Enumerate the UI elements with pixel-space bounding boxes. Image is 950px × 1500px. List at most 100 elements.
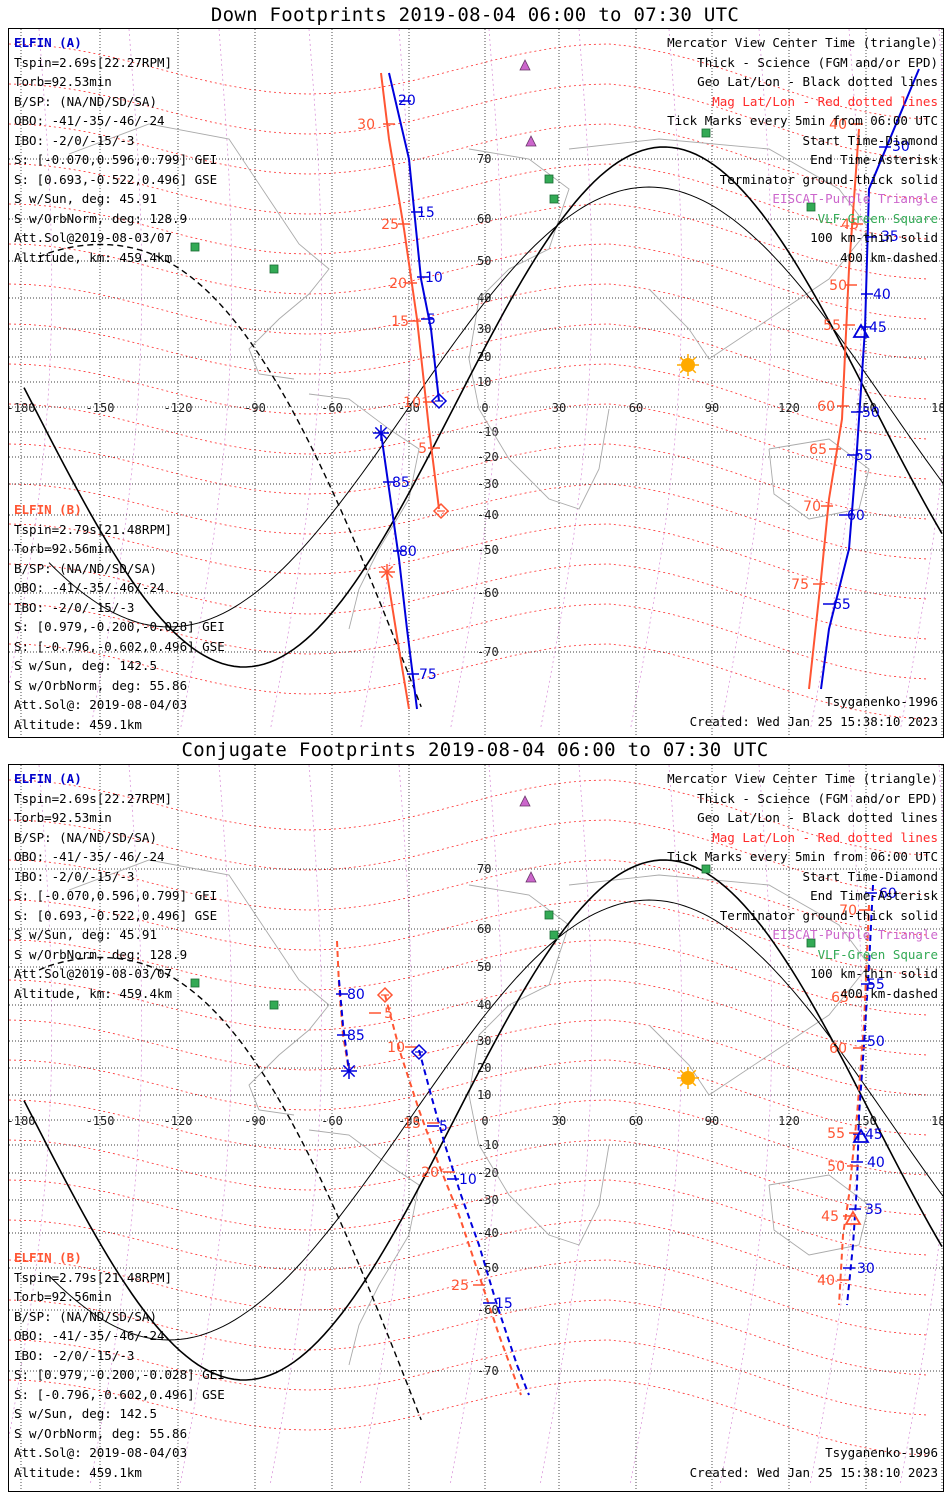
elfin-a-line: OBO: -41/-35/-46/-24 [14, 113, 165, 128]
mag-lat-line [9, 1219, 930, 1296]
elfin-a-info: ELFIN (A) Tspin=2.69s[22.27RPM] Torb=92.… [14, 769, 217, 1003]
elfin-a-line: Att.Sol@2019-08-03/07 [14, 230, 173, 245]
coastline [308, 393, 420, 630]
elfin-b-line: Torb=92.56min [14, 541, 112, 556]
center-triangle-icon [852, 323, 870, 338]
elfin-b-line: S: [0.979,-0.200,-0.028] GEI [14, 619, 225, 634]
mag-lat-line [9, 483, 930, 560]
track-time-label: 20 [398, 93, 416, 109]
elfin-b-line: OBO: -41/-35/-46/-24 [14, 580, 165, 595]
lat-tick-label: -70 [477, 1364, 499, 1378]
legend-line: Geo Lat/Lon - Black dotted lines [697, 810, 938, 825]
lon-tick-label: -120 [164, 401, 193, 415]
eiscat-station-icon [525, 871, 537, 883]
track-time-label: 35 [865, 1202, 883, 1218]
mag-lon-line [179, 765, 233, 1486]
four-hundred-km-line [38, 243, 422, 708]
lat-tick-label: 30 [477, 1034, 491, 1048]
lat-tick-label: -10 [477, 425, 499, 439]
legend-line: 400 km-dashed [840, 249, 938, 265]
track-time-label: 20 [389, 276, 407, 292]
mag-lat-line [9, 203, 930, 280]
legend-line: Mercator View Center Time (triangle) [667, 771, 938, 786]
coastline [468, 148, 610, 510]
elfin-a-line: Tspin=2.69s[22.27RPM] [14, 54, 173, 70]
track-time-label: 45 [869, 320, 887, 336]
elfin-a-track [418, 1049, 530, 1396]
track-time-label: 40 [829, 117, 847, 133]
conjugate-map: -180 -150 -120 -90 -60 -30 0 30 60 90 120 150 180 70 6… [9, 765, 943, 1491]
mag-lat-line [9, 563, 930, 640]
mag-lat-line [9, 243, 930, 320]
track-time-label: 25 [451, 1278, 469, 1294]
mag-lat-line [9, 163, 930, 240]
vlf-station-icon [806, 938, 816, 948]
end-asterisk-icon [374, 426, 388, 440]
terminator-line [23, 859, 943, 1381]
elfin-b-line: S w/Sun, deg: 142.5 [14, 1406, 157, 1421]
track-time-label: 30 [357, 117, 375, 133]
mag-lat-line [9, 1059, 930, 1136]
mag-lat-line [9, 363, 930, 440]
mag-lon-line [90, 29, 143, 730]
mag-lat-line [9, 979, 930, 1056]
lat-tick-label: 70 [477, 152, 491, 166]
legend-line: Mercator View Center Time (triangle) [667, 35, 938, 50]
legend-line: End Time-Asterisk [810, 888, 938, 903]
down-map: -180-150-120-90-60-300306090120150180706… [9, 29, 943, 737]
legend-line: 100 km-thin solid [810, 230, 938, 245]
mag-lat-line [9, 1139, 930, 1216]
vlf-station-icon [269, 1000, 279, 1010]
lat-tick-label: -50 [477, 543, 499, 557]
elfin-a-header: ELFIN (A) [14, 771, 82, 786]
sun-icon [681, 358, 695, 372]
legend: Mercator View Center Time (triangle) Thi… [667, 769, 938, 1003]
legend-line: Tick Marks every 5min from 06:00 UTC [667, 113, 938, 128]
lat-tick-label: -60 [477, 1303, 499, 1317]
mag-lon-line [269, 765, 323, 1486]
track-time-label: 45 [865, 1127, 883, 1143]
elfin-a-line: Torb=92.53min [14, 810, 112, 825]
elfin-b-line: B/SP: (NA/ND/SD/SA) [14, 1308, 157, 1324]
vlf-station-icon [190, 978, 200, 988]
end-asterisk-icon [342, 1064, 356, 1078]
mag-lon-line [9, 29, 53, 687]
elfin-b-track [384, 994, 522, 1396]
lon-tick-label: -60 [321, 1114, 343, 1128]
coastline [308, 1129, 420, 1366]
elfin-a-line: OBO: -41/-35/-46/-24 [14, 849, 165, 864]
legend-line: Thick - Science (FGM and/or EPD) [697, 54, 938, 70]
track-time-label: 60 [879, 886, 897, 902]
track-time-label: 55 [855, 448, 873, 464]
coastline [568, 874, 870, 1096]
lat-tick-label: 10 [477, 375, 491, 389]
elfin-b-line: Torb=92.56min [14, 1289, 112, 1304]
lon-tick-label: -180 [9, 401, 35, 415]
elfin-a-line: S: [0.693,-0.522,0.496] GSE [14, 171, 218, 187]
track-time-label: 10 [387, 1040, 405, 1056]
elfin-b-line: Altitude: 459.1km [14, 716, 142, 732]
track-time-label: 55 [827, 1126, 845, 1142]
center-triangle-icon [852, 1128, 870, 1143]
legend-line: Mag Lat/Lon - Red dotted lines [712, 829, 938, 845]
track-time-label: 15 [417, 205, 435, 221]
elfin-a-line: S w/Sun, deg: 45.91 [14, 191, 157, 206]
track-time-label: 10 [403, 395, 421, 411]
center-triangle-icon [844, 1210, 862, 1225]
track-time-label: 40 [817, 1273, 835, 1289]
lat-tick-label: -10 [477, 1138, 499, 1152]
track-time-label: 85 [347, 1028, 365, 1044]
legend: Mercator View Center Time (triangle) Thi… [667, 33, 938, 267]
track-time-label: 65 [809, 442, 827, 458]
coastline [568, 138, 870, 360]
vlf-station-icon [806, 202, 816, 212]
elfin-b-line: Att.Sol@: 2019-08-04/03 [14, 697, 188, 712]
coastline [68, 123, 330, 380]
legend-line: Mag Lat/Lon - Red dotted lines [712, 93, 938, 109]
track-time-label: 10 [459, 1172, 477, 1188]
track-time-label: 50 [829, 278, 847, 294]
legend-line: Thick - Science (FGM and/or EPD) [697, 790, 938, 806]
elfin-a-line: Att.Sol@2019-08-03/07 [14, 966, 173, 981]
mag-lat-line [9, 779, 930, 856]
mag-lon-line [89, 765, 143, 1486]
